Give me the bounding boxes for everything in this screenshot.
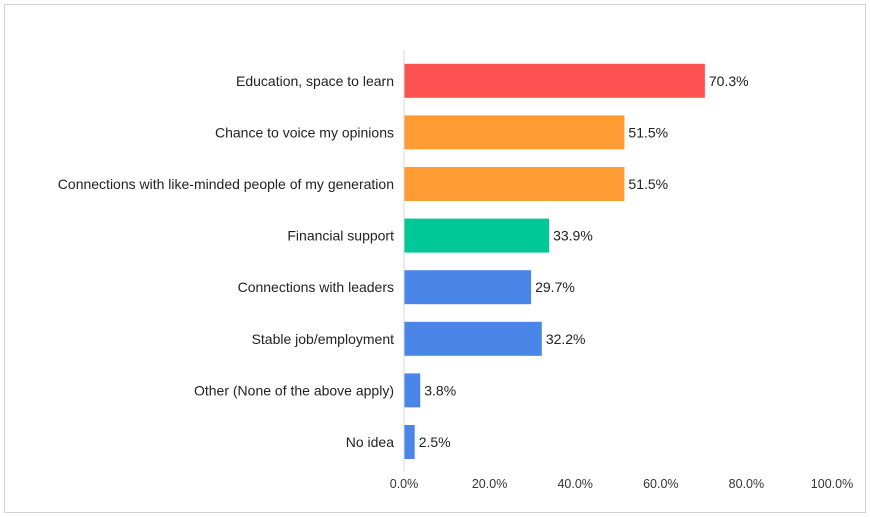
- value-label-0: 70.3%: [709, 73, 749, 89]
- bars-layer: [404, 63, 705, 459]
- category-labels-layer: Education, space to learn Chance to voice…: [58, 73, 394, 450]
- value-label-5: 32.2%: [546, 331, 586, 347]
- bar-4: [404, 270, 532, 305]
- category-label-1: Chance to voice my opinions: [215, 124, 394, 140]
- bar-3: [404, 218, 550, 253]
- value-label-6: 3.8%: [424, 382, 456, 398]
- category-label-3: Financial support: [287, 228, 394, 244]
- x-axis-ticks-layer: 0.0% 20.0% 40.0% 60.0% 80.0% 100.0%: [390, 477, 853, 491]
- x-tick-label-3: 60.0%: [643, 477, 678, 491]
- value-label-1: 51.5%: [628, 124, 668, 140]
- value-label-4: 29.7%: [535, 279, 575, 295]
- x-tick-label-2: 40.0%: [557, 477, 592, 491]
- value-label-2: 51.5%: [628, 176, 668, 192]
- x-tick-label-5: 100.0%: [811, 477, 853, 491]
- x-tick-label-1: 20.0%: [472, 477, 507, 491]
- category-label-4: Connections with leaders: [238, 279, 394, 295]
- x-tick-label-4: 80.0%: [729, 477, 764, 491]
- category-label-2: Connections with like-minded people of m…: [58, 176, 394, 192]
- bar-6: [404, 373, 421, 408]
- value-labels-layer: 70.3% 51.5% 51.5% 33.9% 29.7% 32.2% 3.8% 2.5%: [419, 73, 749, 450]
- bar-5: [404, 321, 542, 356]
- category-label-0: Education, space to learn: [236, 73, 394, 89]
- category-label-6: Other (None of the above apply): [194, 382, 394, 398]
- bar-1: [404, 115, 625, 150]
- category-label-5: Stable job/employment: [252, 331, 395, 347]
- value-label-3: 33.9%: [553, 228, 593, 244]
- value-label-7: 2.5%: [419, 434, 451, 450]
- category-label-7: No idea: [346, 434, 394, 450]
- x-tick-label-0: 0.0%: [390, 477, 419, 491]
- bar-0: [404, 63, 705, 98]
- bar-2: [404, 167, 625, 201]
- bar-7: [404, 425, 415, 459]
